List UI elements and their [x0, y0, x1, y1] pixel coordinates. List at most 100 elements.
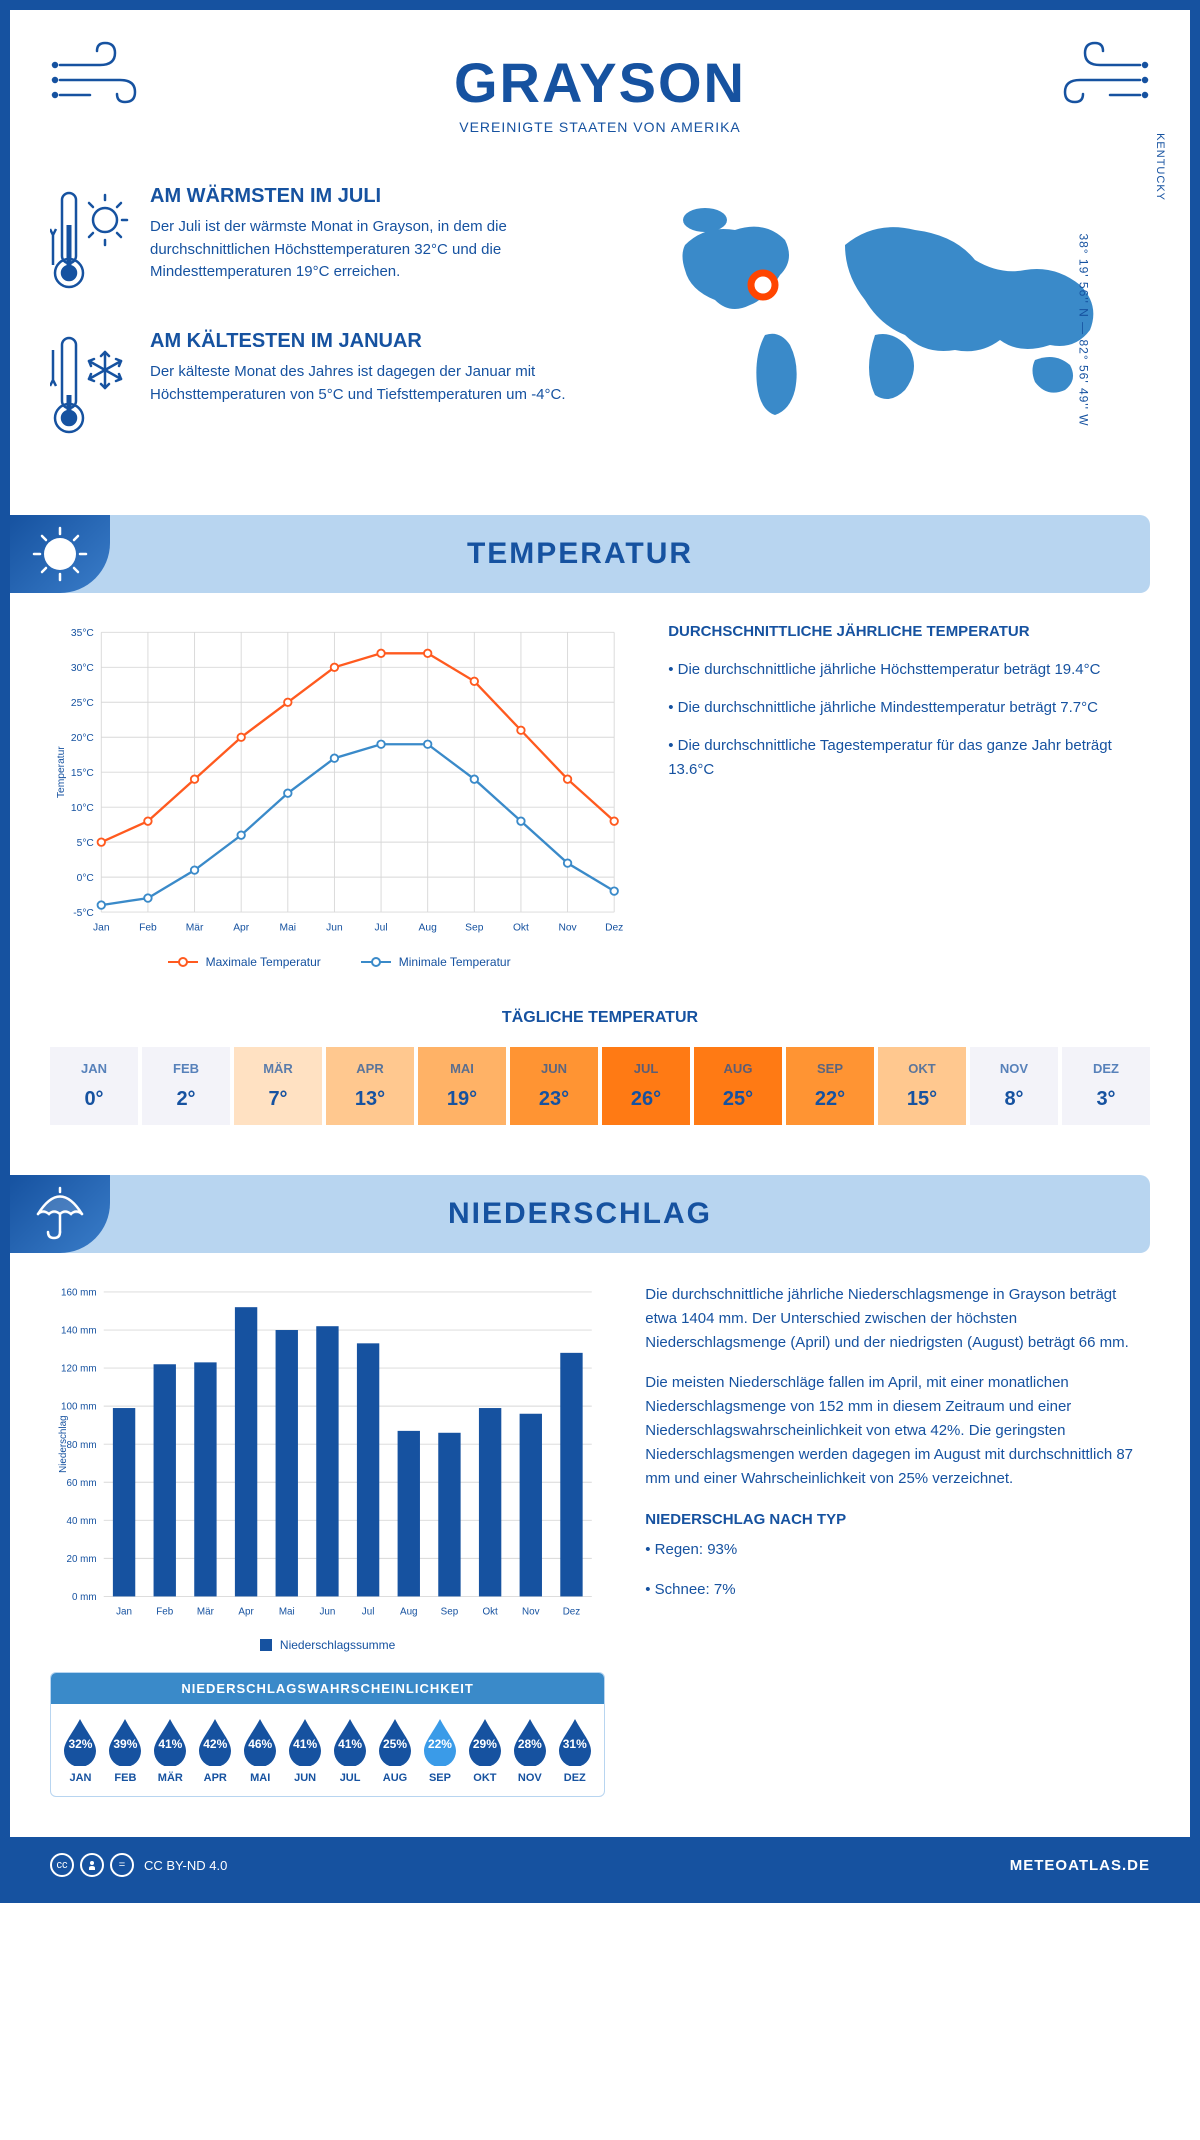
temp-cell: FEB2°	[142, 1047, 230, 1125]
license-text: CC BY-ND 4.0	[144, 1858, 227, 1873]
prob-cell: 31%DEZ	[553, 1716, 596, 1784]
precip-type-2: • Schnee: 7%	[645, 1578, 1150, 1602]
temp-cell: JUN23°	[510, 1047, 598, 1125]
prob-cell: 32%JAN	[59, 1716, 102, 1784]
thermometer-sun-icon	[50, 185, 130, 300]
svg-text:Dez: Dez	[563, 1606, 581, 1617]
svg-text:-5°C: -5°C	[73, 908, 94, 919]
svg-text:140 mm: 140 mm	[61, 1326, 97, 1337]
svg-text:120 mm: 120 mm	[61, 1364, 97, 1375]
prob-cell: 41%JUL	[329, 1716, 372, 1784]
svg-text:Okt: Okt	[513, 923, 529, 934]
svg-text:35°C: 35°C	[71, 628, 95, 639]
temperature-line-chart: -5°C 0°C 5°C 10°C 15°C 20°C 25°C 30°C 35°C Jan Feb…	[50, 623, 628, 969]
precipitation-probability-box: NIEDERSCHLAGSWAHRSCHEINLICHKEIT 32%JAN39…	[50, 1672, 605, 1797]
svg-text:20°C: 20°C	[71, 733, 95, 744]
svg-text:Mai: Mai	[279, 1606, 295, 1617]
svg-text:Aug: Aug	[400, 1606, 418, 1617]
legend-max: Maximale Temperatur	[168, 955, 321, 969]
svg-text:30°C: 30°C	[71, 663, 95, 674]
daily-temp-title: TÄGLICHE TEMPERATUR	[50, 1009, 1150, 1027]
svg-text:Apr: Apr	[233, 923, 250, 934]
precip-p1: Die durchschnittliche jährliche Niedersc…	[645, 1283, 1150, 1355]
svg-text:60 mm: 60 mm	[66, 1478, 96, 1489]
temp-cell: AUG25°	[694, 1047, 782, 1125]
svg-text:Aug: Aug	[419, 923, 438, 934]
temp-cell: NOV8°	[970, 1047, 1058, 1125]
temp-cell: JAN0°	[50, 1047, 138, 1125]
svg-text:10°C: 10°C	[71, 803, 95, 814]
precip-type-heading: NIEDERSCHLAG NACH TYP	[645, 1511, 1150, 1528]
wind-icon	[50, 40, 160, 120]
sun-icon	[10, 515, 110, 593]
precip-p2: Die meisten Niederschläge fallen im Apri…	[645, 1371, 1150, 1491]
prob-cell: 39%FEB	[104, 1716, 147, 1784]
temp-cell: SEP22°	[786, 1047, 874, 1125]
svg-text:100 mm: 100 mm	[61, 1402, 97, 1413]
warmest-block: AM WÄRMSTEN IM JULI Der Juli ist der wär…	[50, 185, 580, 300]
precip-section-header: NIEDERSCHLAG	[10, 1175, 1150, 1253]
svg-text:Feb: Feb	[139, 923, 157, 934]
temp-cell: MÄR7°	[234, 1047, 322, 1125]
prob-cell: 28%NOV	[508, 1716, 551, 1784]
city-title: GRAYSON	[50, 50, 1150, 115]
cc-icons: cc =	[50, 1853, 134, 1877]
svg-text:Mär: Mär	[186, 923, 204, 934]
svg-text:Jun: Jun	[319, 1606, 335, 1617]
temp-cell: OKT15°	[878, 1047, 966, 1125]
svg-text:Jan: Jan	[116, 1606, 132, 1617]
svg-text:40 mm: 40 mm	[66, 1516, 96, 1527]
prob-cell: 41%JUN	[284, 1716, 327, 1784]
warmest-text: Der Juli ist der wärmste Monat in Grayso…	[150, 216, 580, 284]
coldest-text: Der kälteste Monat des Jahres ist dagege…	[150, 361, 580, 406]
page-header: GRAYSON VEREINIGTE STAATEN VON AMERIKA	[50, 40, 1150, 165]
temp-section-header: TEMPERATUR	[10, 515, 1150, 593]
temp-bullet-3: • Die durchschnittliche Tagestemperatur …	[668, 734, 1150, 782]
svg-text:80 mm: 80 mm	[66, 1440, 96, 1451]
wind-icon	[1040, 40, 1150, 120]
temp-bullet-2: • Die durchschnittliche jährliche Mindes…	[668, 696, 1150, 720]
svg-text:Jul: Jul	[375, 923, 388, 934]
prob-cell: 25%AUG	[374, 1716, 417, 1784]
svg-text:0°C: 0°C	[77, 873, 95, 884]
svg-text:160 mm: 160 mm	[61, 1288, 97, 1299]
coordinates: 38° 19' 56'' N — 82° 56' 49'' W	[1076, 233, 1090, 426]
site-name: METEOATLAS.DE	[1010, 1857, 1150, 1874]
intro-section: AM WÄRMSTEN IM JULI Der Juli ist der wär…	[50, 185, 1150, 475]
temp-cell: DEZ3°	[1062, 1047, 1150, 1125]
svg-text:15°C: 15°C	[71, 768, 95, 779]
warmest-title: AM WÄRMSTEN IM JULI	[150, 185, 580, 208]
svg-text:Niederschlag: Niederschlag	[58, 1416, 69, 1473]
temp-bullet-1: • Die durchschnittliche jährliche Höchst…	[668, 658, 1150, 682]
coldest-title: AM KÄLTESTEN IM JANUAR	[150, 330, 580, 353]
svg-text:Okt: Okt	[482, 1606, 498, 1617]
legend-precip: Niederschlagssumme	[260, 1638, 395, 1652]
location-marker	[751, 273, 775, 297]
temp-avg-heading: DURCHSCHNITTLICHE JÄHRLICHE TEMPERATUR	[668, 623, 1150, 640]
coldest-block: AM KÄLTESTEN IM JANUAR Der kälteste Mona…	[50, 330, 580, 445]
svg-text:Nov: Nov	[522, 1606, 540, 1617]
svg-text:Jul: Jul	[362, 1606, 375, 1617]
prob-header: NIEDERSCHLAGSWAHRSCHEINLICHKEIT	[51, 1673, 604, 1704]
thermometer-snow-icon	[50, 330, 130, 445]
world-map	[620, 185, 1150, 445]
daily-temp-table: TÄGLICHE TEMPERATUR JAN0°FEB2°MÄR7°APR13…	[50, 1009, 1150, 1125]
temp-cell: MAI19°	[418, 1047, 506, 1125]
svg-text:Sep: Sep	[441, 1606, 459, 1617]
country-subtitle: VEREINIGTE STAATEN VON AMERIKA	[50, 119, 1150, 135]
temp-cell: APR13°	[326, 1047, 414, 1125]
prob-cell: 46%MAI	[239, 1716, 282, 1784]
svg-text:25°C: 25°C	[71, 698, 95, 709]
svg-text:0 mm: 0 mm	[72, 1592, 97, 1603]
prob-cell: 41%MÄR	[149, 1716, 192, 1784]
svg-text:5°C: 5°C	[77, 838, 95, 849]
legend-min: Minimale Temperatur	[361, 955, 511, 969]
svg-text:Jan: Jan	[93, 923, 110, 934]
svg-text:Jun: Jun	[326, 923, 343, 934]
umbrella-icon	[10, 1175, 110, 1253]
svg-text:20 mm: 20 mm	[66, 1554, 96, 1565]
page-footer: cc = CC BY-ND 4.0 METEOATLAS.DE	[10, 1837, 1190, 1893]
svg-text:Feb: Feb	[156, 1606, 173, 1617]
svg-text:Sep: Sep	[465, 923, 484, 934]
prob-cell: 29%OKT	[463, 1716, 506, 1784]
